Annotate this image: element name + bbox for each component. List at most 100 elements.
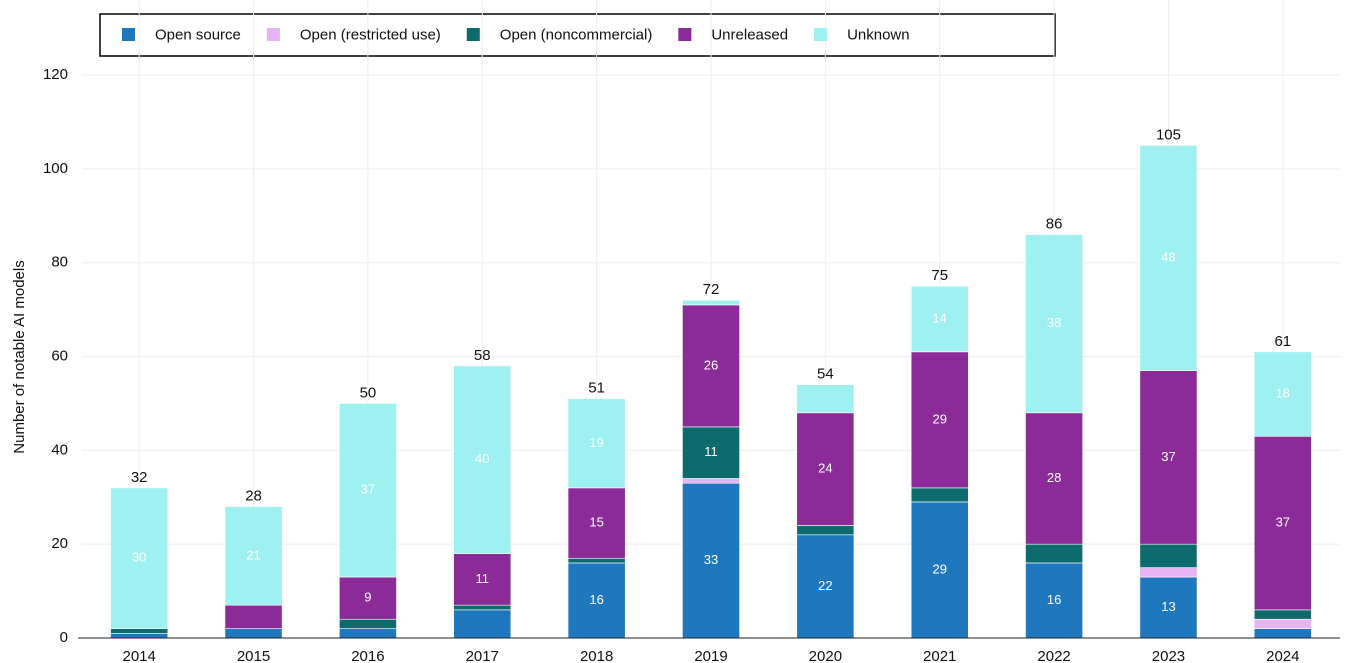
bar-segment <box>1139 567 1198 578</box>
segment-label: 11 <box>704 444 718 459</box>
total-label: 51 <box>588 380 605 397</box>
bar-segment <box>110 628 169 634</box>
x-tick-label: 2016 <box>351 648 384 663</box>
segment-label: 29 <box>932 561 946 576</box>
segment-label: 22 <box>818 578 832 593</box>
x-tick-label: 2023 <box>1152 648 1185 663</box>
segment-label: 9 <box>364 590 371 605</box>
x-tick-label: 2020 <box>809 648 842 663</box>
bar-segment <box>1139 370 1198 545</box>
x-tick-label: 2015 <box>237 648 270 663</box>
bar-segment <box>796 534 855 639</box>
legend-label: Open source <box>155 26 241 43</box>
total-label: 105 <box>1156 126 1181 143</box>
x-tick-label: 2024 <box>1266 648 1299 663</box>
legend-label: Unreleased <box>711 26 788 43</box>
segment-label: 13 <box>1161 599 1175 614</box>
bar-segment <box>1253 618 1312 629</box>
segment-label: 33 <box>704 552 718 567</box>
bar-segment <box>1139 543 1198 568</box>
segment-label: 37 <box>1276 515 1290 530</box>
bar-segment <box>110 633 169 639</box>
legend-swatch <box>266 28 280 41</box>
bar-segment <box>682 426 740 479</box>
total-label: 61 <box>1274 333 1291 350</box>
bar-segment <box>339 576 397 620</box>
legend-label: Open (noncommercial) <box>500 26 653 43</box>
bar-segment <box>224 506 283 606</box>
legend-label: Unknown <box>847 26 910 43</box>
y-tick-label: 40 <box>51 441 68 458</box>
y-tick-label: 100 <box>43 160 68 177</box>
legend-label: Open (restricted use) <box>300 26 441 43</box>
bar-segment <box>910 487 969 503</box>
bar-segment <box>1139 145 1198 371</box>
bar-segment <box>910 501 969 639</box>
bar-segment <box>682 299 740 306</box>
total-label: 58 <box>474 347 491 364</box>
total-label: 86 <box>1046 216 1063 233</box>
y-tick-label: 120 <box>43 66 68 83</box>
bar-segment <box>1025 543 1083 564</box>
bar-segment <box>1025 562 1083 639</box>
segment-label: 26 <box>704 357 718 372</box>
segment-label: 16 <box>1047 592 1061 607</box>
bar-segment <box>453 604 512 611</box>
bar-segment <box>910 351 969 489</box>
segment-label: 37 <box>1161 449 1175 464</box>
segment-label: 24 <box>818 461 832 476</box>
y-tick-label: 80 <box>51 254 68 271</box>
legend-swatch <box>466 28 480 41</box>
bar-segment <box>1253 609 1312 620</box>
bar-segment <box>682 482 740 639</box>
bar-segment <box>339 628 397 639</box>
x-tick-label: 2019 <box>694 648 727 663</box>
legend-box <box>99 13 1056 57</box>
bar-segment <box>224 604 283 629</box>
bar-segment <box>1253 435 1312 611</box>
x-tick-label: 2021 <box>923 648 956 663</box>
bar-segment <box>339 403 397 578</box>
segment-label: 37 <box>361 482 375 497</box>
segment-label: 14 <box>932 310 946 325</box>
legend-swatch <box>814 28 828 41</box>
segment-label: 48 <box>1161 249 1175 264</box>
bar-segment <box>796 525 855 536</box>
bar-segment <box>910 285 969 353</box>
segment-label: 16 <box>589 592 603 607</box>
bar-segment <box>453 609 512 639</box>
segment-label: 11 <box>476 571 490 586</box>
segment-label: 38 <box>1047 315 1061 330</box>
bar-segment <box>1139 576 1198 639</box>
total-label: 28 <box>245 488 262 505</box>
bar-segment <box>1025 234 1083 414</box>
bar-segment <box>1253 351 1312 437</box>
segment-label: 28 <box>1047 470 1061 485</box>
x-tick-label: 2017 <box>466 648 499 663</box>
bar-segment <box>796 384 855 414</box>
segment-label: 30 <box>132 550 146 565</box>
y-tick-label: 60 <box>51 347 68 364</box>
legend-swatch <box>678 28 692 41</box>
bar-segment <box>567 398 626 489</box>
total-label: 54 <box>817 366 834 383</box>
bar-segment <box>339 618 397 629</box>
x-tick-label: 2018 <box>580 648 613 663</box>
segment-label: 21 <box>246 547 260 562</box>
x-tick-label: 2022 <box>1037 648 1070 663</box>
total-label: 75 <box>931 267 948 284</box>
bar-segment <box>682 478 740 484</box>
bar-segment <box>110 487 169 629</box>
bar-segment <box>567 557 626 564</box>
bar-segment <box>1253 628 1312 639</box>
total-label: 32 <box>131 469 148 486</box>
bar-segment <box>567 487 626 559</box>
segment-label: 15 <box>589 515 603 530</box>
segment-label: 19 <box>589 435 603 450</box>
y-tick-label: 20 <box>51 535 68 552</box>
bar-segment <box>453 365 512 554</box>
bar-segment <box>682 304 740 428</box>
bar-segment <box>224 628 283 639</box>
y-axis-label: Number of notable AI models <box>11 260 28 453</box>
